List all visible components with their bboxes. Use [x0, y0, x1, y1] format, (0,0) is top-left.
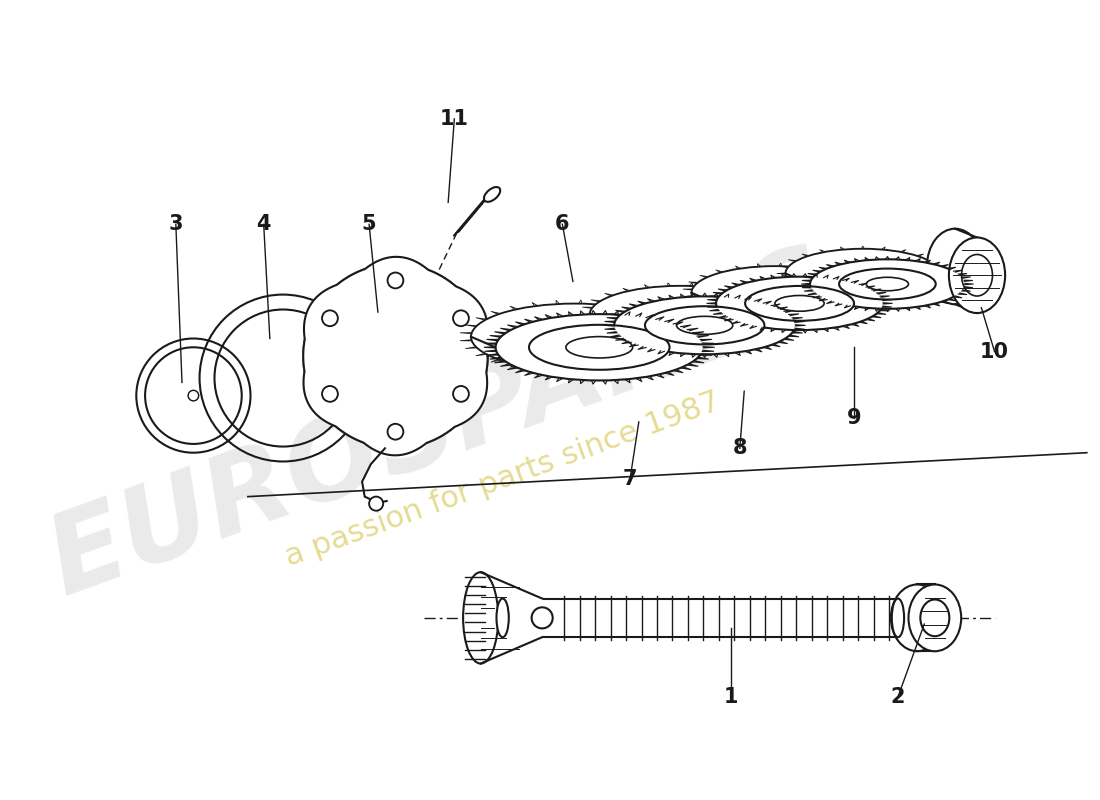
Text: 11: 11: [440, 109, 469, 129]
Ellipse shape: [496, 598, 509, 637]
Text: 5: 5: [362, 214, 376, 234]
Ellipse shape: [645, 306, 764, 345]
Text: 3: 3: [168, 214, 183, 234]
Text: 4: 4: [256, 214, 271, 234]
Ellipse shape: [676, 316, 733, 334]
Ellipse shape: [471, 303, 679, 370]
Text: 2: 2: [891, 687, 905, 707]
Text: EUROSPARES: EUROSPARES: [35, 235, 847, 618]
Circle shape: [387, 273, 404, 288]
Ellipse shape: [496, 314, 703, 381]
Ellipse shape: [891, 585, 944, 651]
Ellipse shape: [839, 269, 936, 299]
Circle shape: [322, 386, 338, 402]
Text: 10: 10: [980, 342, 1009, 362]
Circle shape: [370, 497, 383, 510]
Circle shape: [453, 310, 469, 326]
Circle shape: [322, 310, 338, 326]
Circle shape: [387, 424, 404, 440]
Ellipse shape: [529, 325, 670, 370]
Text: 8: 8: [733, 438, 747, 458]
Ellipse shape: [745, 286, 854, 321]
Ellipse shape: [961, 254, 992, 296]
Ellipse shape: [949, 238, 1005, 313]
Text: 1: 1: [724, 687, 738, 707]
Circle shape: [304, 264, 487, 448]
Ellipse shape: [921, 599, 949, 636]
Ellipse shape: [614, 296, 795, 354]
Text: 9: 9: [847, 407, 861, 427]
Ellipse shape: [565, 337, 632, 358]
Polygon shape: [503, 598, 898, 637]
Ellipse shape: [776, 295, 824, 311]
Polygon shape: [304, 257, 487, 455]
Circle shape: [327, 287, 464, 425]
Ellipse shape: [692, 266, 858, 319]
Ellipse shape: [785, 249, 940, 298]
Ellipse shape: [484, 187, 500, 202]
Ellipse shape: [892, 598, 904, 637]
Polygon shape: [481, 572, 542, 663]
Ellipse shape: [927, 229, 983, 304]
Text: 7: 7: [623, 469, 637, 489]
Ellipse shape: [810, 259, 965, 309]
Ellipse shape: [909, 585, 961, 651]
Ellipse shape: [867, 278, 909, 290]
Text: 6: 6: [556, 214, 570, 234]
Circle shape: [453, 386, 469, 402]
Ellipse shape: [463, 572, 498, 663]
Circle shape: [531, 607, 552, 629]
Text: a passion for parts since 1987: a passion for parts since 1987: [280, 386, 724, 571]
Ellipse shape: [716, 277, 883, 330]
Ellipse shape: [590, 286, 771, 344]
